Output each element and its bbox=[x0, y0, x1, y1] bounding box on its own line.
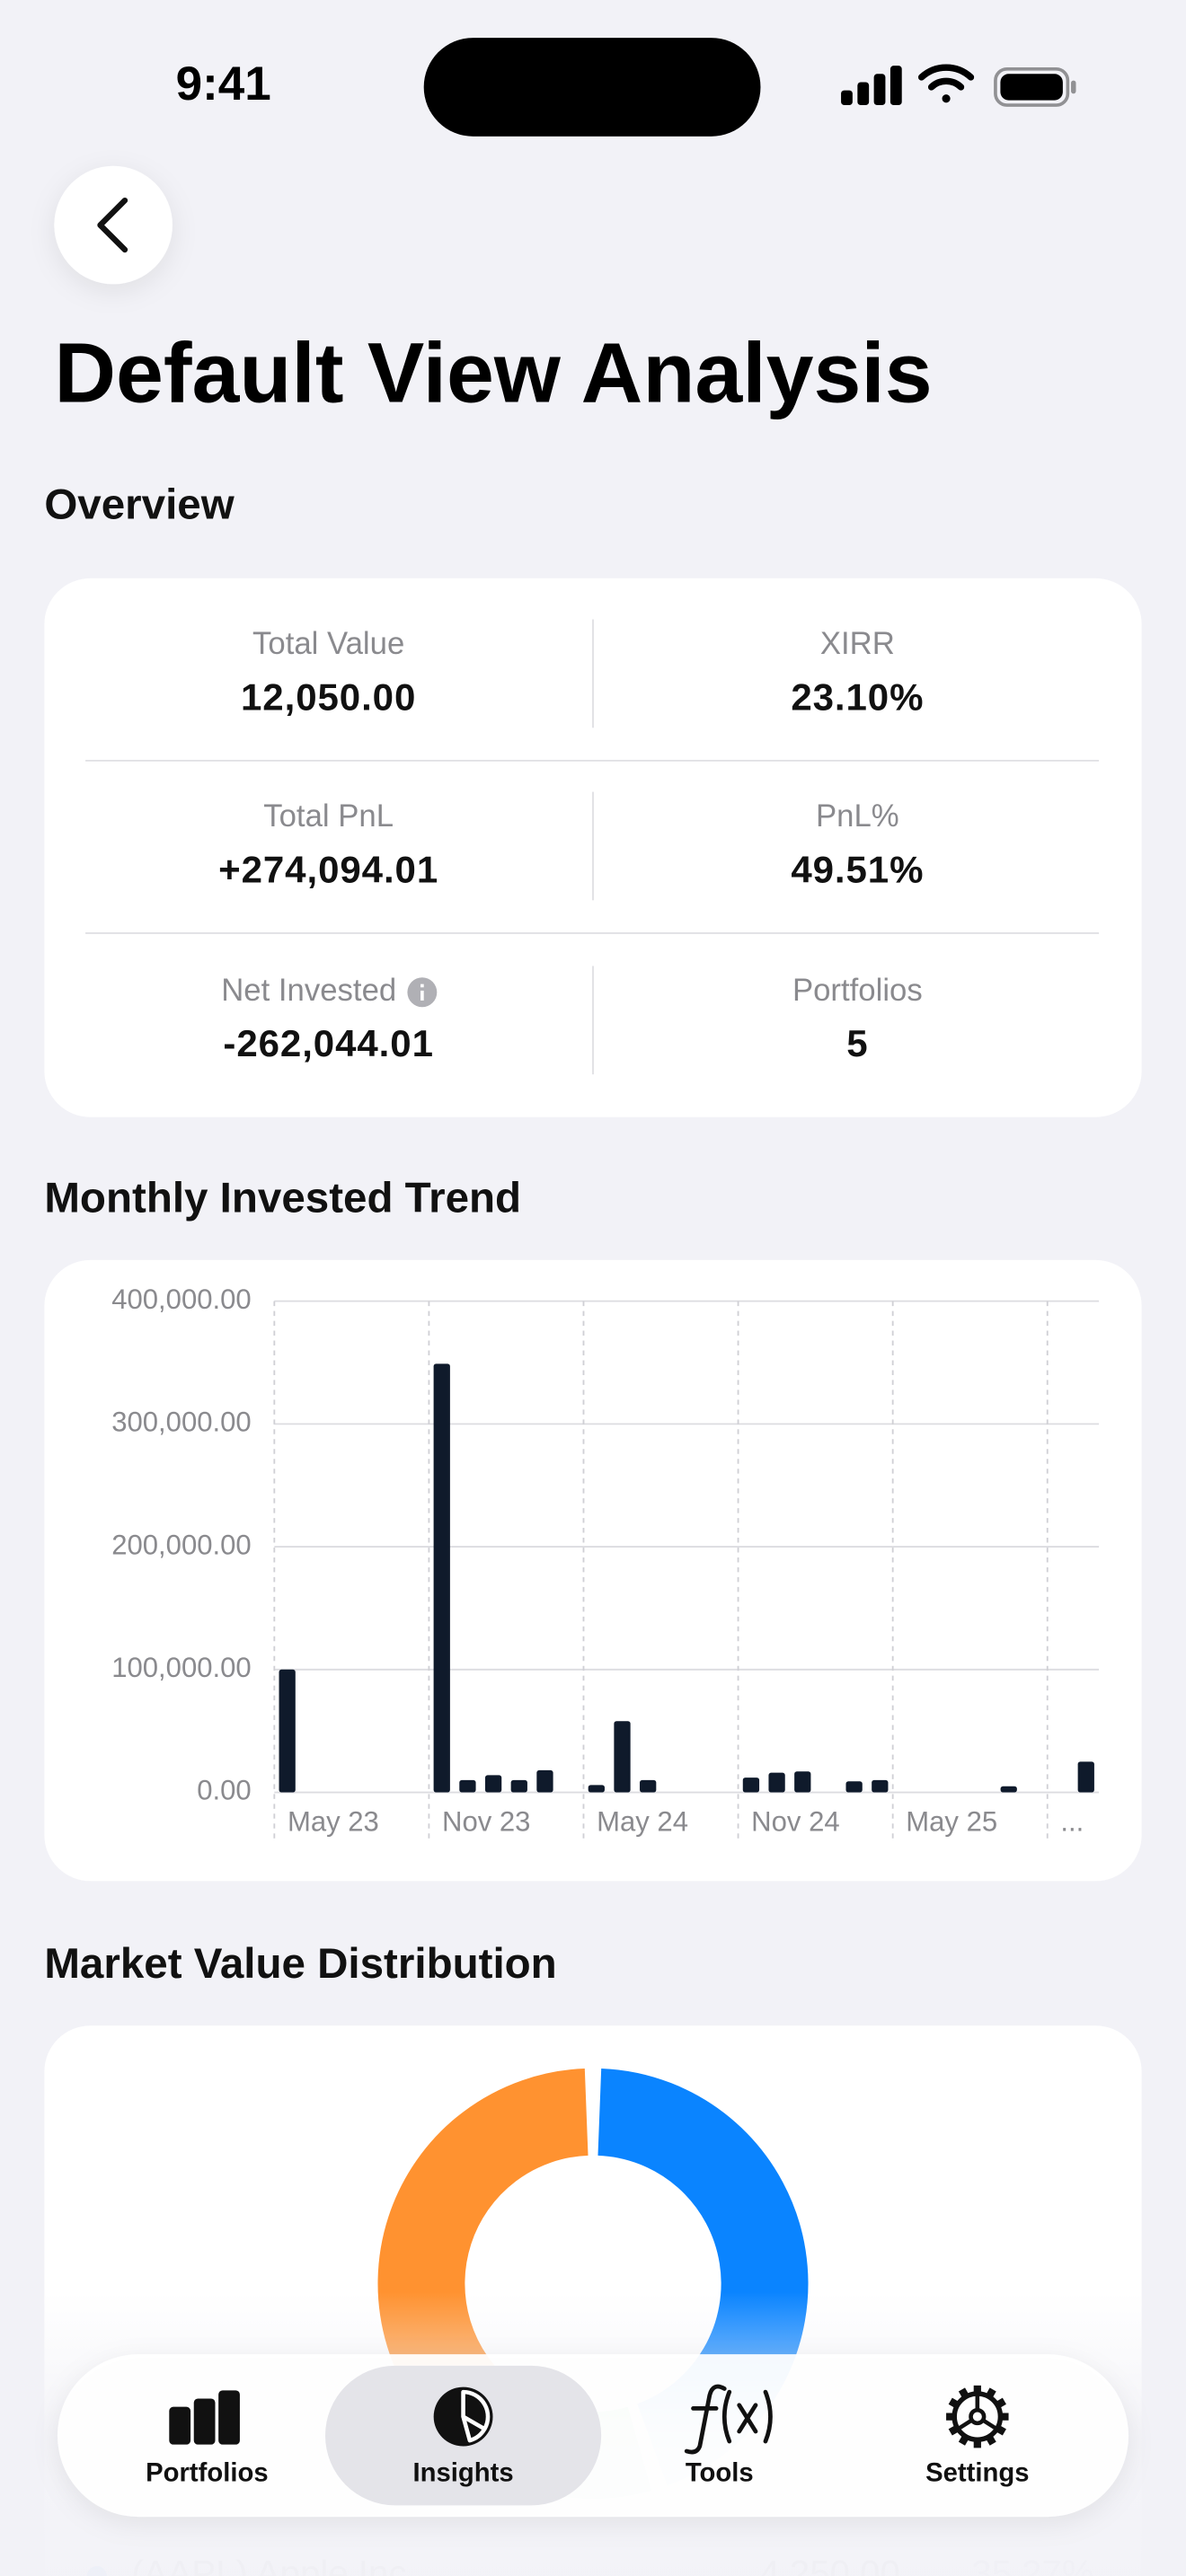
bar bbox=[1000, 1786, 1017, 1793]
section-heading: Monthly Invested Trend bbox=[44, 1175, 521, 1222]
stat-label: Portfolios bbox=[792, 974, 923, 1008]
stat-value: +274,094.01 bbox=[218, 848, 438, 890]
bar bbox=[279, 1669, 296, 1793]
y-tick-label: 100,000.00 bbox=[111, 1652, 252, 1683]
bar bbox=[588, 1785, 605, 1793]
x-tick-label: May 25 bbox=[906, 1805, 997, 1837]
bar bbox=[510, 1779, 527, 1793]
tab-icon-gear bbox=[951, 2391, 1004, 2442]
stat-label: Total PnL bbox=[263, 799, 394, 834]
section-heading: Overview bbox=[44, 481, 235, 529]
signal-icon bbox=[841, 66, 902, 106]
x-tick-label: Nov 24 bbox=[751, 1805, 839, 1837]
tab-item[interactable]: Settings bbox=[925, 2385, 1029, 2488]
battery-icon bbox=[994, 66, 1076, 107]
tab-icon-bar bbox=[169, 2406, 191, 2445]
stat-label: XIRR bbox=[820, 627, 895, 661]
tab-icon-gear-hub bbox=[969, 2407, 987, 2426]
bar-chart: 0.00 100,000.00 200,000.00 300,000.00 400,00… bbox=[111, 1284, 1100, 1839]
y-tick-label: 300,000.00 bbox=[111, 1407, 252, 1438]
x-tick-label: ... bbox=[1060, 1805, 1084, 1837]
tab-icon-bar bbox=[193, 2398, 216, 2445]
wifi-icon bbox=[917, 64, 975, 103]
stat-value: -262,044.01 bbox=[223, 1022, 433, 1064]
status-time: 9:41 bbox=[176, 57, 271, 110]
x-tick-label: Nov 23 bbox=[442, 1805, 530, 1837]
bar bbox=[640, 1779, 657, 1793]
tab-label: Portfolios bbox=[146, 2458, 268, 2487]
y-tick-label: 0.00 bbox=[197, 1775, 251, 1806]
stat-value: 5 bbox=[846, 1022, 868, 1064]
x-tick-label: May 24 bbox=[597, 1805, 688, 1837]
bar bbox=[484, 1775, 502, 1793]
bar bbox=[768, 1772, 785, 1793]
tab-item[interactable]: Tools bbox=[684, 2384, 773, 2487]
tab-items: Portfolios Insights Tools Settings bbox=[146, 2365, 1029, 2506]
overview-grid: Total Value 12,050.00 XIRR 23.10% Total PnL +… bbox=[85, 619, 1100, 1075]
stat-value: 12,050.00 bbox=[241, 675, 416, 718]
bar bbox=[433, 1363, 450, 1793]
y-tick-label: 400,000.00 bbox=[111, 1284, 252, 1315]
bar bbox=[845, 1781, 863, 1793]
tab-icon-pie-slice bbox=[461, 2389, 491, 2443]
back-button[interactable] bbox=[54, 165, 173, 285]
info-icon-dot bbox=[420, 984, 424, 988]
y-tick-label: 200,000.00 bbox=[111, 1529, 252, 1560]
tab-icon-fx bbox=[684, 2384, 773, 2455]
tab-label: Tools bbox=[686, 2458, 754, 2487]
tab-item[interactable]: Portfolios bbox=[146, 2390, 269, 2487]
bar bbox=[1077, 1761, 1094, 1793]
section-heading: Market Value Distribution bbox=[44, 1940, 556, 1988]
dynamic-island bbox=[423, 38, 761, 137]
stat-value: 23.10% bbox=[791, 675, 924, 718]
bar bbox=[614, 1721, 631, 1793]
bar bbox=[794, 1771, 811, 1793]
stat-value: 49.51% bbox=[791, 848, 924, 890]
tab-icon-bar bbox=[218, 2390, 240, 2445]
tab-icon-gear-teeth bbox=[946, 2385, 1009, 2448]
bar bbox=[536, 1769, 553, 1793]
stat-label: PnL% bbox=[816, 799, 899, 834]
bar bbox=[459, 1779, 476, 1793]
tab-label: Settings bbox=[925, 2458, 1029, 2487]
page-title: Default View Analysis bbox=[54, 326, 932, 421]
x-tick-label: May 23 bbox=[288, 1805, 379, 1837]
tab-item[interactable]: Insights bbox=[324, 2365, 602, 2506]
tab-label: Insights bbox=[413, 2458, 514, 2487]
chart-card bbox=[44, 1259, 1142, 1882]
bar bbox=[872, 1779, 889, 1793]
stat-label: Net Invested bbox=[221, 974, 396, 1008]
bar bbox=[742, 1778, 760, 1793]
stat-label: Total Value bbox=[252, 627, 404, 661]
info-icon-dot bbox=[420, 990, 424, 1001]
